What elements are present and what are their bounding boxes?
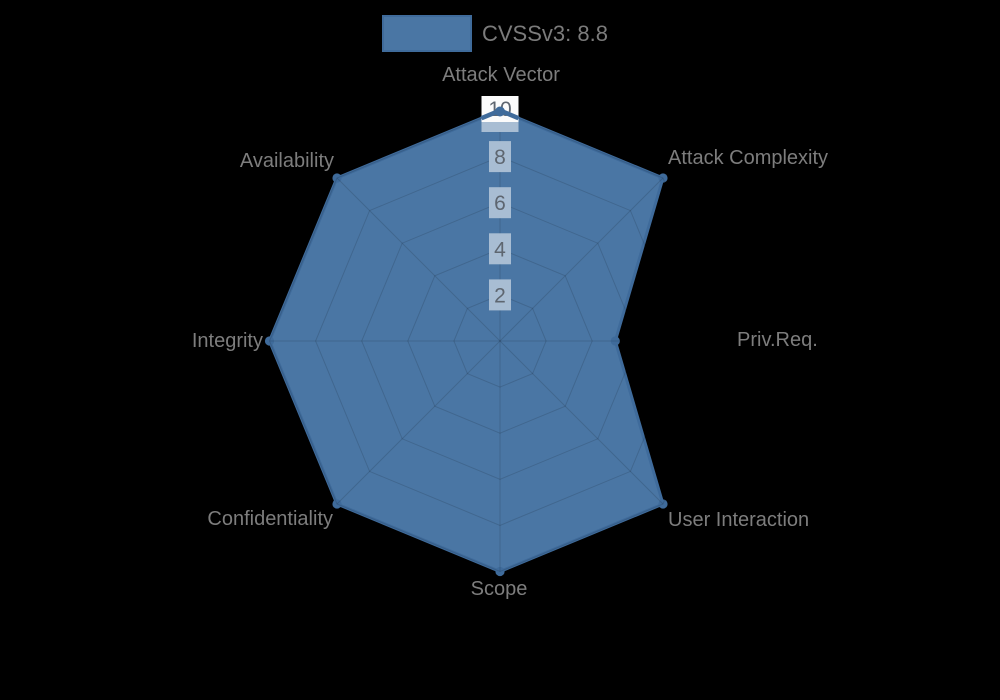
axis-label-confidentiality: Confidentiality xyxy=(207,508,333,530)
axis-label-attack-complexity: Attack Complexity xyxy=(668,147,828,169)
data-point-apex[interactable] xyxy=(495,106,505,117)
data-point-2[interactable] xyxy=(610,336,620,346)
grid-ring-8 xyxy=(315,156,685,526)
tick-backdrop-6 xyxy=(489,187,511,219)
axis-line-5 xyxy=(336,340,501,505)
data-point-4[interactable] xyxy=(495,566,505,577)
grid-ring-10 xyxy=(268,109,732,573)
axis-line-3 xyxy=(499,340,664,505)
axis-label-user-interaction: User Interaction xyxy=(668,509,809,531)
data-point-3[interactable] xyxy=(658,499,668,509)
data-point-1[interactable] xyxy=(658,173,668,183)
tick-backdrop-4 xyxy=(489,233,511,265)
axis-line-1 xyxy=(499,177,664,342)
axis-line-7 xyxy=(336,177,501,342)
data-point-5[interactable] xyxy=(332,499,342,509)
grid-ring-6 xyxy=(361,202,639,480)
axis-label-availability: Availability xyxy=(240,150,334,172)
grid-ring-4 xyxy=(407,248,593,434)
axis-label-scope: Scope xyxy=(471,578,528,600)
axis-label-attack-vector: Attack Vector xyxy=(442,64,560,86)
axis-label-priv-req-: Priv.Req. xyxy=(737,329,818,351)
axis-label-integrity: Integrity xyxy=(192,330,263,352)
data-point-7[interactable] xyxy=(332,173,342,183)
grid-ring-2 xyxy=(453,294,547,388)
tick-backdrop-band xyxy=(481,122,519,132)
tick-label-6: 6 xyxy=(494,192,506,215)
tick-backdrop-2 xyxy=(489,279,511,311)
data-point-6[interactable] xyxy=(264,336,275,346)
legend-swatch xyxy=(382,15,472,52)
tick-backdrop-8 xyxy=(489,141,511,173)
legend-label: CVSSv3: 8.8 xyxy=(482,21,608,46)
tick-label-2: 2 xyxy=(494,284,506,307)
tick-label-4: 4 xyxy=(494,238,506,261)
chart-legend[interactable]: CVSSv3: 8.8 xyxy=(382,15,608,52)
tick-label-8: 8 xyxy=(494,146,506,169)
grid-web xyxy=(268,109,732,573)
